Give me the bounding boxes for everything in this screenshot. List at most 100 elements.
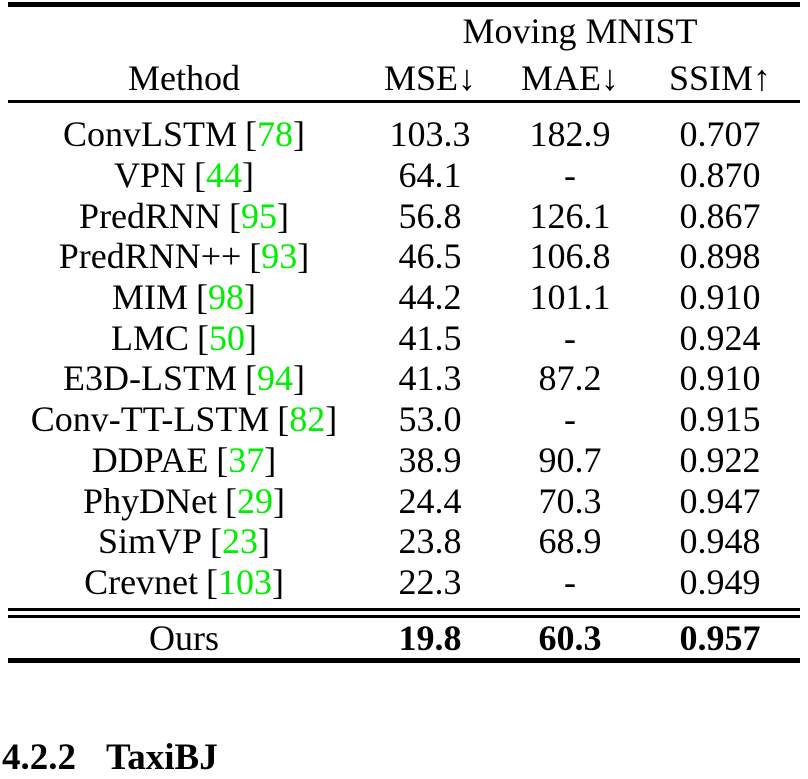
table-row: ConvLSTM [78] 103.3 182.9 0.707 (8, 114, 800, 155)
mae-cell: - (564, 399, 576, 440)
mse-cell: 44.2 (398, 277, 462, 318)
citation-link[interactable]: 98 (207, 277, 244, 318)
method-cell: E3D-LSTM [94] (8, 360, 360, 396)
citation: [23] (210, 521, 270, 561)
mse-cell: 19.8 (398, 618, 462, 659)
ssim-cell: 0.867 (679, 195, 761, 236)
ssim-cell: 0.948 (679, 521, 761, 562)
citation-bracket-close: ] (272, 480, 285, 521)
table-row: MIM [98] 44.2 101.1 0.910 (8, 277, 800, 318)
column-header-mae: MAE↓ (521, 57, 619, 98)
ssim-cell: 0.910 (679, 277, 761, 318)
citation-bracket-close: ] (243, 277, 256, 318)
table-rule-header (8, 100, 800, 103)
citation-bracket-close: ] (276, 195, 289, 236)
method-cell: DDPAE [37] (8, 442, 360, 478)
citation: [50] (197, 318, 257, 358)
table-group-header-row: Moving MNIST (8, 7, 800, 55)
citation-link[interactable]: 44 (205, 155, 242, 196)
table-row: Conv-TT-LSTM [82] 53.0 - 0.915 (8, 399, 800, 440)
method-cell: Crevnet [103] (8, 564, 360, 600)
table-row: PredRNN [95] 56.8 126.1 0.867 (8, 195, 800, 236)
mse-cell: 64.1 (398, 155, 462, 196)
mae-cell: 70.3 (538, 480, 602, 521)
method-cell: SimVP [23] (8, 523, 360, 559)
citation-link[interactable]: 103 (217, 561, 272, 602)
citation-bracket-open: [ (249, 236, 262, 277)
citation-bracket-open: [ (216, 439, 229, 480)
method-cell: ConvLSTM [78] (8, 116, 360, 152)
section-title: TaxiBJ (106, 737, 218, 778)
citation-link[interactable]: 29 (236, 480, 273, 521)
citation: [78] (245, 114, 305, 154)
citation-link[interactable]: 78 (256, 114, 293, 155)
method-cell: LMC [50] (8, 320, 360, 356)
method-name: PredRNN++ (58, 236, 242, 277)
mse-cell: 46.5 (398, 236, 462, 277)
citation-bracket-open: [ (277, 399, 290, 440)
mae-cell: 126.1 (529, 195, 611, 236)
mse-cell: 24.4 (398, 480, 462, 521)
mae-cell: - (564, 155, 576, 196)
group-header-moving-mnist: Moving MNIST (462, 11, 698, 51)
ssim-cell: 0.947 (679, 480, 761, 521)
citation-bracket-close: ] (244, 317, 257, 358)
mse-cell: 41.5 (398, 317, 462, 358)
ssim-cell: 0.915 (679, 399, 761, 440)
mse-cell: 38.9 (398, 439, 462, 480)
method-cell: PhyDNet [29] (8, 483, 360, 519)
citation: [103] (206, 562, 284, 602)
mse-cell: 41.3 (398, 358, 462, 399)
ssim-cell: 0.870 (679, 155, 761, 196)
mae-cell: 90.7 (538, 439, 602, 480)
section-heading: 4.2.2 TaxiBJ (2, 737, 218, 779)
table-row: VPN [44] 64.1 - 0.870 (8, 155, 800, 196)
ssim-cell: 0.922 (679, 439, 761, 480)
ssim-cell: 0.898 (679, 236, 761, 277)
mae-cell: 60.3 (538, 618, 602, 659)
citation-bracket-close: ] (241, 155, 254, 196)
table-column-header-row: Method MSE↓ MAE↓ SSIM↑ (8, 55, 800, 100)
citation: [94] (245, 358, 305, 398)
method-name: ConvLSTM (63, 114, 238, 155)
table-row: PhyDNet [29] 24.4 70.3 0.947 (8, 480, 800, 521)
citation-bracket-open: [ (244, 114, 257, 155)
method-cell: Ours (149, 618, 219, 659)
table-row: E3D-LSTM [94] 41.3 87.2 0.910 (8, 358, 800, 399)
citation: [82] (277, 399, 337, 439)
method-name: LMC (111, 317, 190, 358)
table-rule-bottom (8, 658, 800, 664)
mse-cell: 23.8 (398, 521, 462, 562)
table-body: ConvLSTM [78] 103.3 182.9 0.707 VPN [44] 6… (8, 103, 800, 602)
table-rule-above-ours (8, 608, 800, 619)
citation-bracket-open: [ (196, 317, 209, 358)
citation: [93] (249, 236, 309, 276)
citation-link[interactable]: 50 (208, 317, 245, 358)
method-name: E3D-LSTM (63, 358, 238, 399)
citation-bracket-open: [ (205, 561, 218, 602)
method-name: PredRNN (79, 195, 222, 236)
citation-link[interactable]: 37 (228, 439, 265, 480)
citation-bracket-close: ] (297, 236, 310, 277)
table-row: Crevnet [103] 22.3 - 0.949 (8, 562, 800, 603)
citation-link[interactable]: 93 (261, 236, 298, 277)
mae-cell: 182.9 (529, 114, 611, 155)
citation-bracket-open: [ (244, 358, 257, 399)
citation-link[interactable]: 23 (221, 521, 258, 562)
citation-bracket-close: ] (292, 114, 305, 155)
citation-link[interactable]: 95 (240, 195, 277, 236)
section-number: 4.2.2 (2, 737, 76, 778)
citation-bracket-open: [ (228, 195, 241, 236)
citation-bracket-close: ] (271, 561, 284, 602)
ssim-cell: 0.910 (679, 358, 761, 399)
citation-bracket-open: [ (224, 480, 237, 521)
citation-bracket-close: ] (264, 439, 277, 480)
method-cell: PredRNN [95] (8, 198, 360, 234)
method-name: MIM (112, 277, 189, 318)
citation-link[interactable]: 82 (289, 399, 326, 440)
method-cell: MIM [98] (8, 279, 360, 315)
mae-cell: - (564, 561, 576, 602)
citation-link[interactable]: 94 (256, 358, 293, 399)
table-row: PredRNN++ [93] 46.5 106.8 0.898 (8, 236, 800, 277)
